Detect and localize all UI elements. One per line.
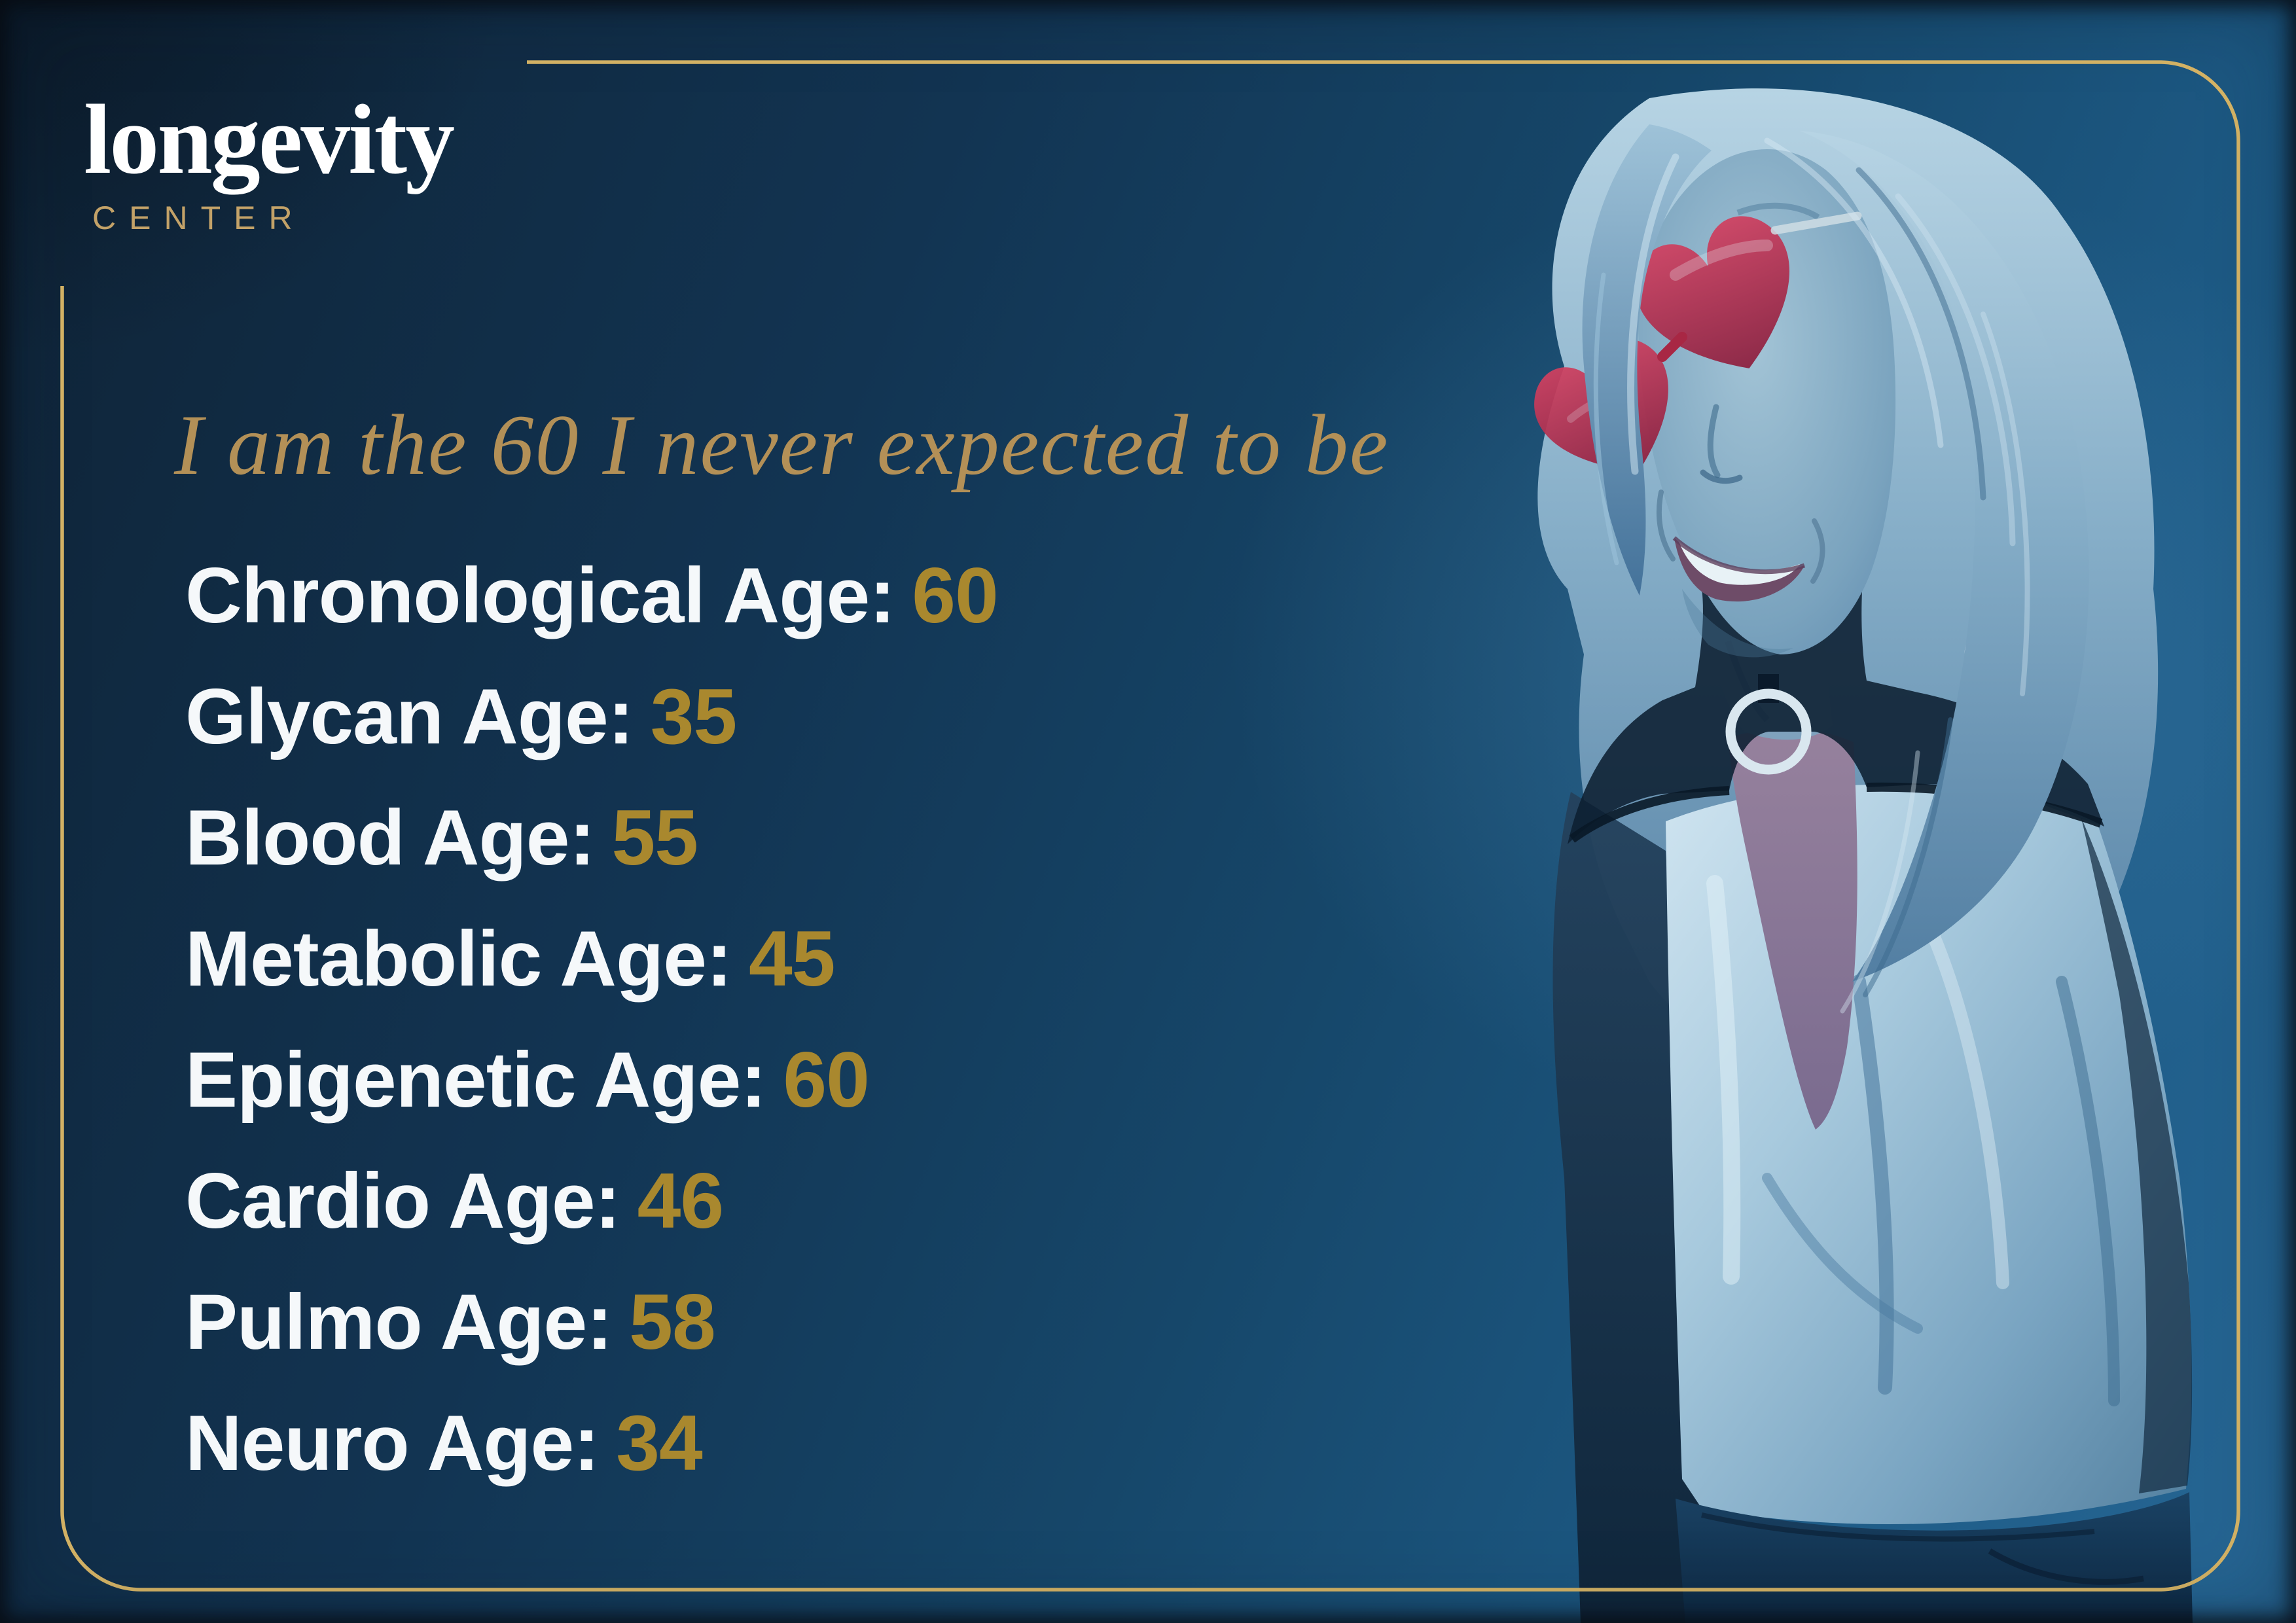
smile-crease-left: [1656, 490, 1676, 562]
frame-border-line: [60, 60, 2240, 1592]
metric-value: 58: [629, 1278, 715, 1366]
metric-value: 60: [783, 1036, 869, 1124]
metric-label: Epigenetic Age:: [185, 1036, 766, 1124]
metric-label: Chronological Age:: [185, 552, 895, 639]
brand-logo: longevity: [84, 84, 455, 194]
metric-value: 35: [650, 673, 737, 760]
metric-value: 45: [748, 915, 835, 1003]
satin-fold-highlight: [1924, 923, 2009, 1289]
metric-neuro-age: Neuro Age: 34: [185, 1383, 998, 1504]
age-metrics-list: Chronological Age: 60 Glycan Age: 35 Blood…: [185, 535, 999, 1504]
satin-fold-shadow: [1762, 1173, 1923, 1334]
metric-glycan-age: Glycan Age: 35: [185, 656, 998, 777]
nose-shadow: [1707, 404, 1721, 478]
satin-fold-shadow: [2056, 976, 2120, 1406]
metric-label: Cardio Age:: [185, 1157, 621, 1245]
chest-skin: [1728, 728, 1857, 1130]
jeans-waist-seam: [1701, 1512, 2095, 1542]
jeans-pocket-seam: [1988, 1548, 2144, 1585]
metric-label: Blood Age:: [185, 794, 595, 882]
smile-crease-right: [1810, 518, 1825, 584]
metric-label: Metabolic Age:: [185, 915, 732, 1003]
satin-fold-shadow: [1852, 974, 1894, 1395]
jaw-shadow: [1682, 589, 1793, 658]
heart-lens-right: [1636, 216, 1789, 368]
metric-blood-age: Blood Age: 55: [185, 777, 998, 899]
metric-label: Neuro Age:: [185, 1399, 600, 1487]
upper-lip: [1672, 536, 1806, 575]
metric-cardio-age: Cardio Age: 46: [185, 1141, 998, 1262]
metric-value: 60: [912, 552, 998, 639]
metric-chronological-age: Chronological Age: 60: [185, 535, 999, 656]
metric-pulmo-age: Pulmo Age: 58: [185, 1262, 998, 1383]
lens-glare: [1670, 240, 1773, 281]
mouth-inner: [1674, 538, 1804, 602]
glasses-temple-arm: [1770, 211, 1862, 235]
satin-fold-highlight: [1706, 875, 1741, 1285]
metric-value: 55: [611, 794, 698, 882]
hair-front-left: [1582, 124, 1712, 596]
hair-front-right: [1800, 131, 2089, 982]
metric-label: Pulmo Age:: [185, 1278, 613, 1366]
chest-o-ring: [1725, 688, 1812, 775]
headline-quote: I am the 60 I never expected to be: [174, 397, 1390, 493]
metric-value: 46: [637, 1157, 724, 1245]
eyebrow: [1736, 202, 1820, 220]
metric-value: 34: [616, 1399, 702, 1487]
hair-strands: [1593, 137, 2030, 1014]
metric-epigenetic-age: Epigenetic Age: 60: [185, 1020, 998, 1141]
metric-label: Glycan Age:: [185, 673, 634, 760]
smile: [1656, 490, 1825, 602]
metric-metabolic-age: Metabolic Age: 45: [185, 899, 998, 1020]
glasses-bridge: [1657, 332, 1687, 362]
brand-tagline: CENTER: [92, 200, 306, 236]
nostril: [1700, 469, 1743, 484]
sheer-sleeve-left: [2081, 818, 2193, 1493]
